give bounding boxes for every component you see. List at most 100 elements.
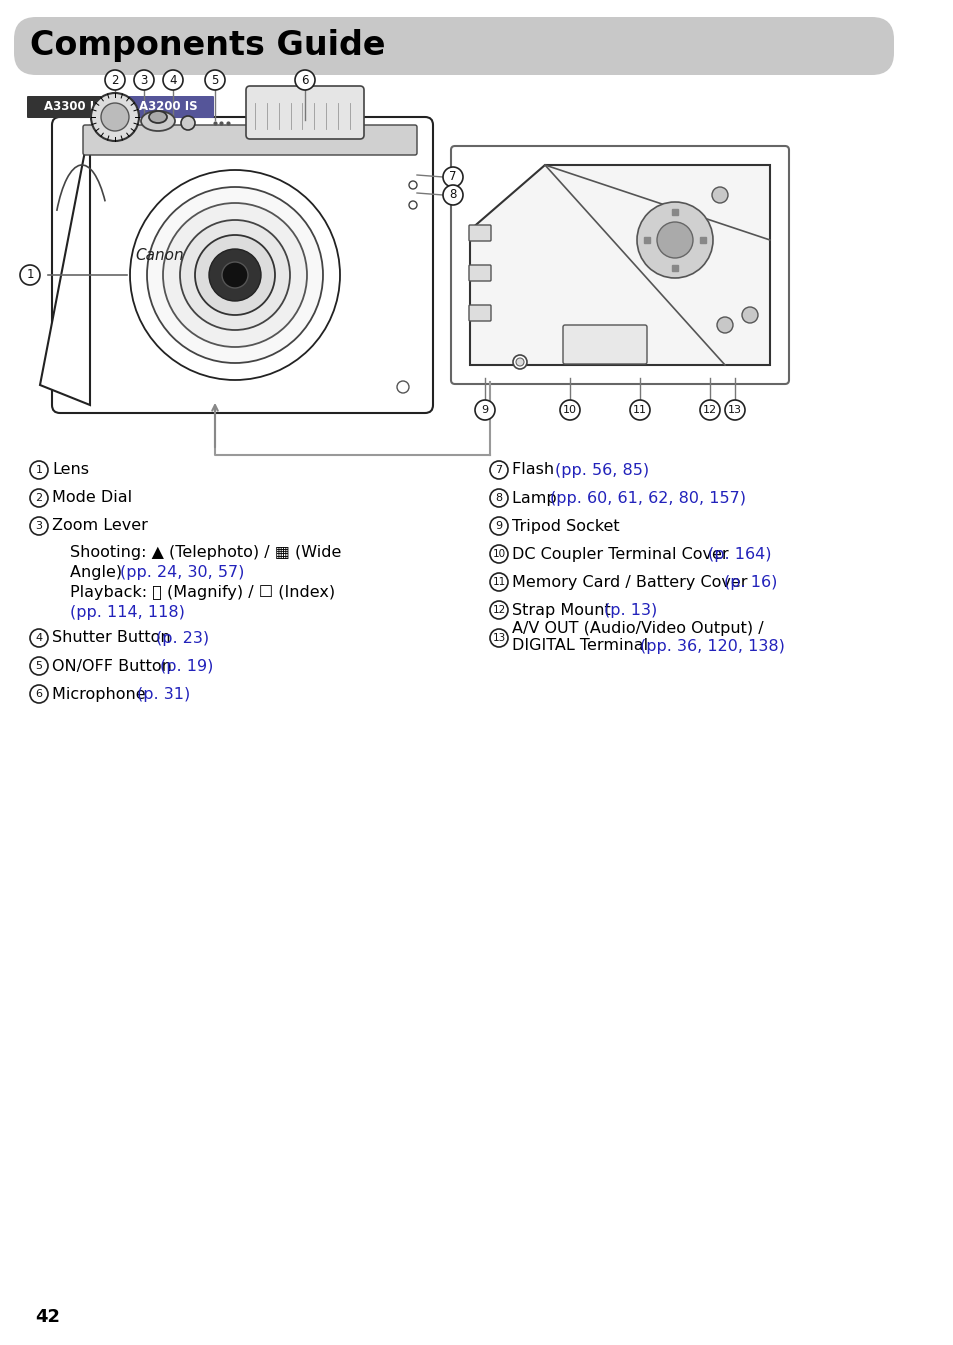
Text: 12: 12 <box>702 405 717 416</box>
Circle shape <box>490 516 507 535</box>
FancyBboxPatch shape <box>469 225 491 241</box>
Text: 7: 7 <box>449 171 456 183</box>
Circle shape <box>130 169 339 381</box>
Text: Flash: Flash <box>512 463 558 477</box>
Text: Microphone: Microphone <box>52 686 151 702</box>
FancyBboxPatch shape <box>451 147 788 385</box>
Circle shape <box>133 70 153 90</box>
Text: Playback: ⌕ (Magnify) / ☐ (Index): Playback: ⌕ (Magnify) / ☐ (Index) <box>70 585 335 600</box>
Circle shape <box>163 70 183 90</box>
Text: 4: 4 <box>35 633 43 643</box>
Text: (p. 31): (p. 31) <box>137 686 190 702</box>
Circle shape <box>717 317 732 334</box>
Text: (pp. 24, 30, 57): (pp. 24, 30, 57) <box>120 565 244 580</box>
Text: 5: 5 <box>212 74 218 86</box>
Circle shape <box>222 262 248 288</box>
Circle shape <box>30 656 48 675</box>
FancyBboxPatch shape <box>14 17 893 75</box>
Text: Zoom Lever: Zoom Lever <box>52 519 148 534</box>
Text: 10: 10 <box>492 549 505 560</box>
Text: Components Guide: Components Guide <box>30 30 385 62</box>
Circle shape <box>700 399 720 420</box>
Text: Angle): Angle) <box>70 565 127 580</box>
Polygon shape <box>40 125 90 405</box>
Circle shape <box>30 490 48 507</box>
Text: 42: 42 <box>35 1307 60 1326</box>
FancyBboxPatch shape <box>469 305 491 321</box>
FancyBboxPatch shape <box>52 117 433 413</box>
Text: 3: 3 <box>140 74 148 86</box>
Text: (p. 164): (p. 164) <box>707 546 771 561</box>
Circle shape <box>516 358 523 366</box>
Circle shape <box>294 70 314 90</box>
Circle shape <box>147 187 323 363</box>
Text: 12: 12 <box>492 605 505 615</box>
Text: A/V OUT (Audio/Video Output) /: A/V OUT (Audio/Video Output) / <box>512 620 762 635</box>
Text: (pp. 60, 61, 62, 80, 157): (pp. 60, 61, 62, 80, 157) <box>550 491 745 506</box>
Circle shape <box>30 629 48 647</box>
Text: (p. 23): (p. 23) <box>156 631 209 646</box>
Text: (p. 16): (p. 16) <box>723 574 777 589</box>
Text: A3300 IS: A3300 IS <box>44 101 102 113</box>
Text: Shooting: ▲ (Telephoto) / ▦ (Wide: Shooting: ▲ (Telephoto) / ▦ (Wide <box>70 545 341 560</box>
Circle shape <box>490 545 507 564</box>
Text: ON/OFF Button: ON/OFF Button <box>52 659 177 674</box>
Circle shape <box>513 355 526 369</box>
Text: 6: 6 <box>301 74 309 86</box>
Text: (p. 19): (p. 19) <box>160 659 213 674</box>
Polygon shape <box>470 165 769 364</box>
Text: 13: 13 <box>727 405 741 416</box>
Circle shape <box>105 70 125 90</box>
Text: 11: 11 <box>633 405 646 416</box>
Text: Memory Card / Battery Cover: Memory Card / Battery Cover <box>512 574 752 589</box>
FancyBboxPatch shape <box>27 95 119 118</box>
Circle shape <box>30 685 48 703</box>
Circle shape <box>30 461 48 479</box>
Text: 4: 4 <box>169 74 176 86</box>
Circle shape <box>559 399 579 420</box>
Circle shape <box>442 186 462 204</box>
Circle shape <box>490 629 507 647</box>
Circle shape <box>194 235 274 315</box>
Text: 7: 7 <box>495 465 502 475</box>
FancyBboxPatch shape <box>122 95 213 118</box>
Text: 1: 1 <box>27 269 33 281</box>
Text: A3200 IS: A3200 IS <box>138 101 197 113</box>
Circle shape <box>490 601 507 619</box>
Circle shape <box>396 381 409 393</box>
Text: 11: 11 <box>492 577 505 586</box>
Circle shape <box>442 167 462 187</box>
Text: (pp. 36, 120, 138): (pp. 36, 120, 138) <box>639 639 784 654</box>
Text: 5: 5 <box>35 660 43 671</box>
Circle shape <box>490 490 507 507</box>
Circle shape <box>657 222 692 258</box>
Text: 6: 6 <box>35 689 43 699</box>
Circle shape <box>409 182 416 190</box>
Text: Shutter Button: Shutter Button <box>52 631 175 646</box>
Text: 8: 8 <box>449 188 456 202</box>
Circle shape <box>629 399 649 420</box>
Text: Tripod Socket: Tripod Socket <box>512 519 619 534</box>
Text: (p. 13): (p. 13) <box>603 603 657 617</box>
Circle shape <box>490 461 507 479</box>
FancyBboxPatch shape <box>246 86 364 139</box>
Text: 13: 13 <box>492 633 505 643</box>
Ellipse shape <box>149 112 167 122</box>
Circle shape <box>205 70 225 90</box>
FancyBboxPatch shape <box>83 125 416 155</box>
Text: Canon: Canon <box>135 247 183 262</box>
Circle shape <box>20 265 40 285</box>
Circle shape <box>101 104 129 130</box>
Text: DC Coupler Terminal Cover: DC Coupler Terminal Cover <box>512 546 733 561</box>
Circle shape <box>163 203 307 347</box>
Circle shape <box>180 221 290 330</box>
Circle shape <box>475 399 495 420</box>
Text: 10: 10 <box>562 405 577 416</box>
Text: 2: 2 <box>112 74 118 86</box>
Circle shape <box>637 202 712 278</box>
Circle shape <box>409 200 416 208</box>
Circle shape <box>741 307 758 323</box>
Text: 3: 3 <box>35 521 43 531</box>
FancyBboxPatch shape <box>562 325 646 364</box>
Text: DIGITAL Terminal: DIGITAL Terminal <box>512 639 653 654</box>
